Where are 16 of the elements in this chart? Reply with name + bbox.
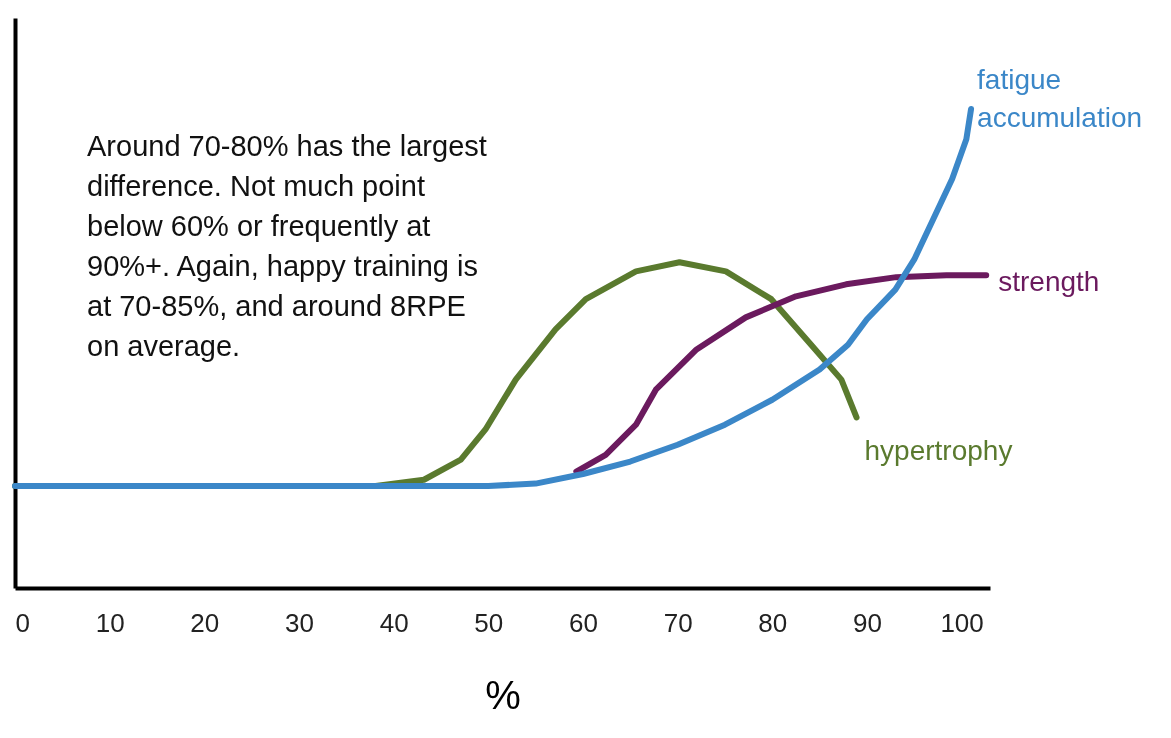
series-label: hypertrophy (864, 435, 1013, 467)
x-tick-label: 70 (663, 607, 693, 638)
series-label: fatigue accumulation (977, 64, 1143, 134)
x-tick-label: 100 (940, 607, 984, 638)
x-axis-title: % (485, 672, 521, 717)
x-tick-label: 90 (852, 607, 882, 638)
x-tick-label: 50 (474, 607, 504, 638)
annotation: Around 70-80% has the largest difference. Not much point below 60% or frequently at 90%+. Again, happy training is at 70-85%, and around 8RPE on average. (87, 130, 487, 362)
series-label: strength (998, 266, 1100, 298)
x-tick-label: 20 (190, 607, 220, 638)
x-tick-label: 40 (379, 607, 409, 638)
x-tick-label: 0 (15, 607, 30, 638)
x-tick-label: 10 (95, 607, 125, 638)
x-tick-label: 80 (758, 607, 788, 638)
x-tick-label: 60 (569, 607, 598, 638)
x-tick-label: 30 (285, 607, 314, 638)
